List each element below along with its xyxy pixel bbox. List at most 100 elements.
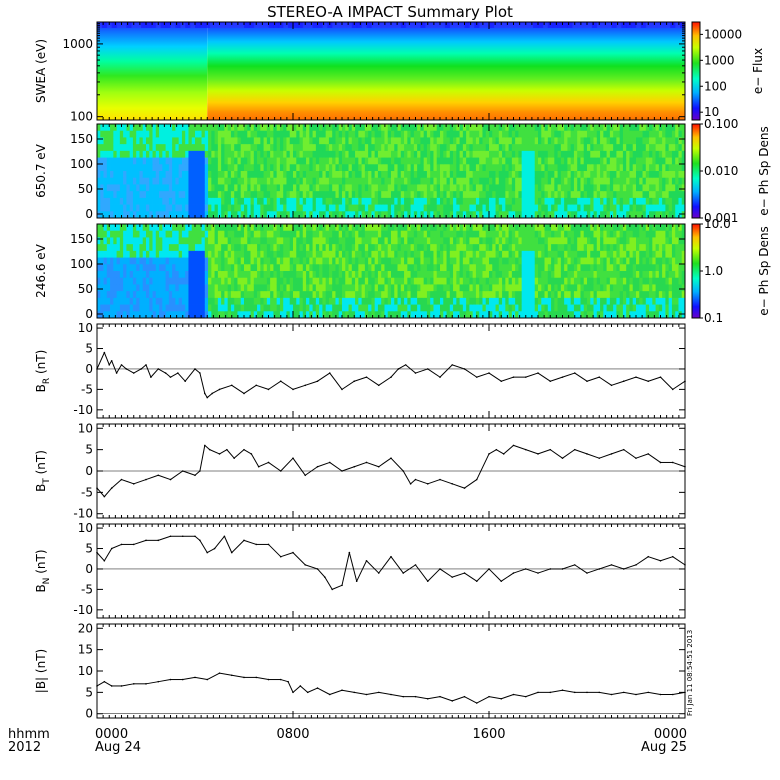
pad-cell	[495, 224, 500, 232]
pad-cell	[583, 124, 588, 132]
pad-cell	[534, 211, 539, 219]
pad-cell	[155, 291, 160, 299]
pad-cell	[224, 250, 229, 258]
pad-cell	[678, 211, 683, 219]
pad-cell	[342, 250, 346, 258]
pad-cell	[655, 197, 660, 205]
pad-cell	[270, 184, 274, 192]
pad-cell	[636, 137, 640, 145]
pad-cell	[106, 150, 111, 158]
pad-cell	[247, 150, 251, 158]
pad-cell	[139, 297, 144, 305]
pad-cell	[244, 284, 248, 292]
pad-cell	[417, 144, 421, 152]
pad-cell	[436, 271, 441, 279]
pad-cell	[515, 311, 519, 319]
pad-cell	[204, 157, 209, 165]
pad-cell	[142, 224, 147, 232]
pad-cell	[609, 177, 614, 185]
pad-cell	[446, 171, 451, 179]
pad-cell	[342, 130, 346, 138]
pad-cell	[600, 164, 604, 172]
pad-cell	[201, 184, 206, 192]
pad-cell	[407, 257, 411, 265]
pad-cell	[570, 144, 575, 152]
pad-cell	[279, 271, 284, 279]
pad-cell	[325, 150, 330, 158]
pad-cell	[371, 130, 376, 138]
pad-cell	[351, 264, 356, 272]
pad-cell	[253, 144, 258, 152]
pad-cell	[361, 264, 366, 272]
pad-cell	[139, 291, 144, 299]
pad-cell	[521, 177, 526, 185]
pad-cell	[106, 291, 111, 299]
pad-cell	[583, 171, 588, 179]
pad-cell	[420, 237, 425, 245]
swea-noise-strip	[391, 22, 397, 28]
pad-cell	[276, 191, 281, 199]
pad-cell	[234, 311, 238, 319]
pad-cell	[397, 130, 402, 138]
pad-cell	[276, 291, 281, 299]
pad-cell	[289, 224, 294, 232]
pad-cell	[345, 144, 349, 152]
pad-cell	[181, 144, 186, 152]
pad-cell	[309, 144, 313, 152]
pad-cell	[103, 311, 108, 319]
pad-cell	[224, 197, 229, 205]
pad-cell	[518, 204, 523, 212]
pad-cell	[426, 304, 431, 312]
pad-cell	[678, 150, 683, 158]
pad-cell	[195, 284, 199, 292]
pad-cell	[577, 150, 581, 158]
pad-cell	[146, 157, 150, 165]
pad-cell	[430, 137, 434, 145]
pad-cell	[328, 124, 333, 132]
pad-cell	[521, 157, 526, 165]
pad-cell	[237, 164, 242, 172]
pad-cell	[276, 184, 281, 192]
pad-cell	[289, 257, 294, 265]
pad-cell	[384, 297, 389, 305]
pad-cell	[397, 137, 402, 145]
pad-cell	[260, 311, 264, 319]
pad-cell	[279, 204, 284, 212]
pad-cell	[123, 264, 127, 272]
pad-cell	[636, 157, 640, 165]
pad-cell	[606, 177, 611, 185]
pad-cell	[358, 230, 362, 238]
pad-cell	[544, 157, 549, 165]
pad-cell	[302, 311, 307, 319]
pad-cell	[622, 191, 627, 199]
pad-cell	[426, 230, 431, 238]
pad-cell	[266, 237, 271, 245]
pad-cell	[557, 177, 562, 185]
pad-cell	[279, 130, 284, 138]
pad-cell	[319, 137, 323, 145]
pad-cell	[436, 297, 441, 305]
pad-cell	[662, 197, 666, 205]
pad-cell	[204, 124, 209, 132]
pad-cell	[502, 237, 506, 245]
pad-cell	[629, 171, 634, 179]
pad-cell	[338, 144, 343, 152]
pad-cell	[201, 150, 206, 158]
pad-cell	[227, 264, 232, 272]
pad-cell	[279, 264, 284, 272]
pad-cell	[289, 144, 294, 152]
pad-cell	[381, 271, 385, 279]
pad-cell	[387, 184, 392, 192]
pad-cell	[263, 224, 268, 232]
pad-cell	[113, 191, 117, 199]
pad-cell	[475, 230, 480, 238]
pad-cell	[668, 130, 673, 138]
pad-cell	[208, 130, 212, 138]
pad-cell	[240, 304, 245, 312]
pad-cell	[472, 144, 477, 152]
pad-cell	[560, 171, 565, 179]
pad-cell	[622, 197, 627, 205]
pad-cell	[181, 191, 186, 199]
pad-cell	[97, 237, 101, 245]
swea-noise-strip	[337, 22, 343, 28]
